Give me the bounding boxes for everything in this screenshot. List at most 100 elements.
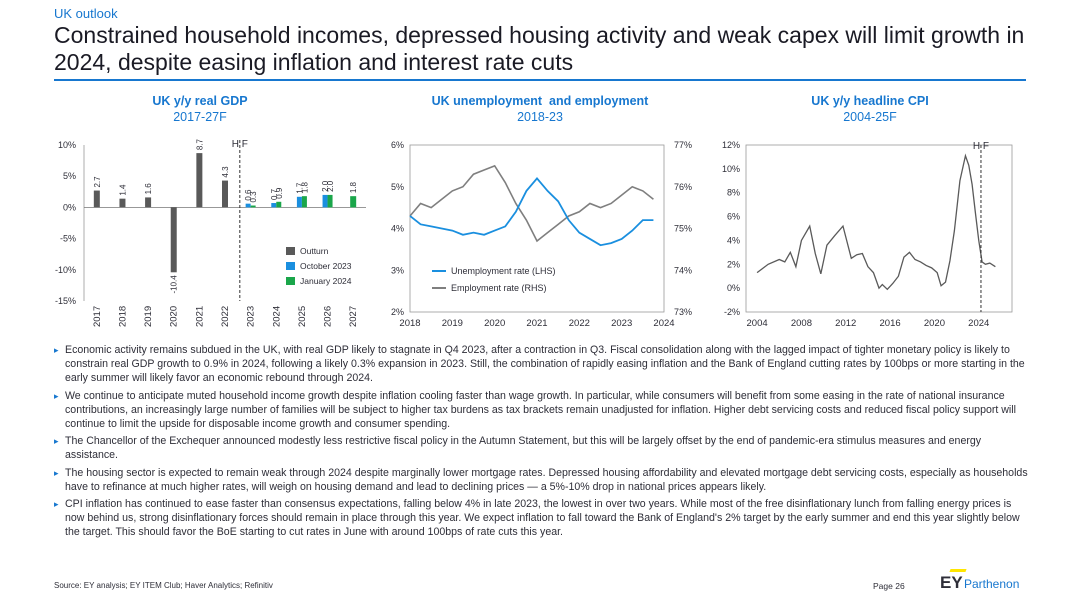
cpi-y-tick-label: 10% — [722, 164, 740, 174]
gdp-data-label: -10.4 — [170, 275, 179, 294]
commentary-list: Economic activity remains subdued in the… — [54, 343, 1029, 543]
page-title: Constrained household incomes, depressed… — [54, 22, 1025, 75]
page-number: Page 26 — [873, 581, 905, 591]
cpi-plot-frame — [745, 144, 1013, 313]
cpi-x-tick-label: 2004 — [747, 318, 768, 329]
section-label: UK outlook — [54, 6, 118, 21]
labour-y-right-tick-label: 77% — [674, 140, 692, 150]
labour-x-tick-label: 2023 — [611, 318, 632, 329]
labour-chart: 6% 5% 4% 3% 2% 77% 76% 75% 74% 73% 2018 2019 2020 202… — [391, 140, 692, 329]
gdp-data-label: 2.0 — [326, 180, 335, 192]
gdp-data-label: 4.3 — [221, 166, 230, 178]
gdp-bar — [250, 205, 256, 208]
gdp-x-tick-label: 2020 — [169, 306, 180, 327]
source-note: Source: EY analysis; EY ITEM Club; Haver… — [54, 581, 273, 590]
gdp-legend-swatch — [286, 262, 295, 270]
gdp-data-label: 1.6 — [144, 183, 153, 195]
cpi-chart-header: UK y/y headline CPI 2004-25F — [770, 93, 970, 125]
labour-y-left-tick-label: 2% — [391, 307, 404, 317]
gdp-data-label: 0.6 — [244, 189, 253, 201]
labour-y-left-tick-label: 3% — [391, 265, 404, 275]
cpi-series-line — [756, 153, 996, 291]
gdp-bar — [276, 201, 282, 208]
labour-y-right-tick-label: 76% — [674, 182, 692, 192]
labour-legend-label: Unemployment rate (LHS) — [451, 266, 556, 276]
cpi-chart: 12% 10% 8% 6% 4% 2% 0% -2% 2004 2008 2012 2016 2020 2… — [722, 140, 1013, 329]
gdp-data-label: 1.8 — [349, 181, 358, 193]
labour-chart-subtitle: 2018-23 — [517, 110, 563, 124]
gdp-data-label: 0.3 — [249, 191, 258, 203]
gdp-x-tick-label: 2027 — [348, 306, 359, 327]
gdp-legend-swatch — [286, 277, 295, 285]
cpi-chart-subtitle: 2004-25F — [843, 110, 897, 124]
gdp-legend-label: January 2024 — [300, 276, 352, 286]
unemployment-series-line — [409, 177, 654, 247]
gdp-forecast-annotation: H F — [232, 139, 248, 150]
cpi-y-tick-label: -2% — [724, 307, 740, 317]
gdp-data-label: 1.4 — [118, 184, 127, 196]
gdp-bar — [196, 153, 203, 208]
labour-x-tick-label: 2024 — [653, 318, 674, 329]
labour-y-left-tick-label: 6% — [391, 140, 404, 150]
labour-y-left-tick-label: 4% — [391, 224, 404, 234]
labour-y-right-tick-label: 73% — [674, 307, 692, 317]
gdp-bar — [245, 203, 251, 208]
gdp-bar — [296, 196, 302, 208]
gdp-bar — [170, 207, 177, 273]
gdp-chart-header: UK y/y real GDP 2017-27F — [100, 93, 300, 125]
gdp-x-tick-label: 2019 — [143, 306, 154, 327]
labour-plot-frame — [409, 144, 665, 313]
labour-x-tick-label: 2019 — [442, 318, 463, 329]
logo-parthenon-text: Parthenon — [964, 577, 1020, 591]
gdp-x-tick-label: 2021 — [194, 306, 205, 327]
cpi-x-tick-label: 2024 — [968, 318, 989, 329]
gdp-bar — [350, 196, 357, 208]
cpi-chart-title: UK y/y headline CPI — [811, 94, 929, 108]
gdp-chart-subtitle: 2017-27F — [173, 110, 227, 124]
gdp-data-label: 1.8 — [300, 181, 309, 193]
gdp-legend-label: October 2023 — [300, 261, 352, 271]
ey-parthenon-logo: EY Parthenon — [940, 567, 1030, 597]
labour-y-right-tick-label: 75% — [674, 224, 692, 234]
cpi-y-tick-label: 0% — [727, 283, 740, 293]
logo-ey-text: EY — [940, 573, 963, 592]
gdp-bar — [222, 180, 228, 208]
labour-x-tick-label: 2020 — [484, 318, 505, 329]
logo-yellow-bar — [949, 569, 967, 572]
labour-x-tick-label: 2022 — [569, 318, 590, 329]
gdp-x-tick-label: 2018 — [117, 306, 128, 327]
cpi-y-tick-label: 2% — [727, 259, 740, 269]
labour-x-tick-label: 2018 — [399, 318, 420, 329]
labour-legend-label: Employment rate (RHS) — [451, 283, 547, 293]
bullet-housing: The housing sector is expected to remain… — [54, 466, 1029, 494]
cpi-y-tick-label: 12% — [722, 140, 740, 150]
labour-y-right-tick-label: 74% — [674, 265, 692, 275]
cpi-x-tick-label: 2012 — [835, 318, 856, 329]
gdp-legend-swatch — [286, 247, 295, 255]
gdp-x-tick-label: 2022 — [220, 306, 231, 327]
gdp-data-label: 8.7 — [195, 138, 204, 150]
cpi-y-tick-label: 4% — [727, 235, 740, 245]
gdp-bar — [93, 190, 100, 208]
gdp-bar — [271, 203, 277, 208]
gdp-legend-label: Outturn — [300, 246, 329, 256]
gdp-chart-title: UK y/y real GDP — [152, 94, 248, 108]
cpi-forecast-annotation: H F — [973, 141, 989, 152]
labour-chart-header: UK unemployment and employment 2018-23 — [400, 93, 680, 125]
gdp-y-tick-label: -10% — [55, 265, 76, 275]
bullet-fiscal: The Chancellor of the Exchequer announce… — [54, 434, 1029, 462]
gdp-bar — [327, 194, 333, 208]
gdp-bar — [145, 197, 152, 208]
gdp-x-tick-label: 2017 — [92, 306, 103, 327]
employment-series-line — [409, 164, 654, 243]
gdp-chart: 10% 5% 0% -5% -10% -15% 2017 2.7 2018 1.4 2019 1.6 2… — [55, 138, 366, 327]
gdp-data-label: 1.7 — [295, 182, 304, 194]
cpi-y-tick-label: 8% — [727, 188, 740, 198]
gdp-bar — [301, 196, 307, 208]
gdp-x-tick-label: 2026 — [323, 306, 334, 327]
gdp-data-label: 2.0 — [321, 180, 330, 192]
gdp-bar — [322, 194, 328, 208]
gdp-y-tick-label: 0% — [63, 202, 76, 212]
bullet-inflation: CPI inflation has continued to ease fast… — [54, 497, 1029, 540]
gdp-x-tick-label: 2025 — [297, 306, 308, 327]
